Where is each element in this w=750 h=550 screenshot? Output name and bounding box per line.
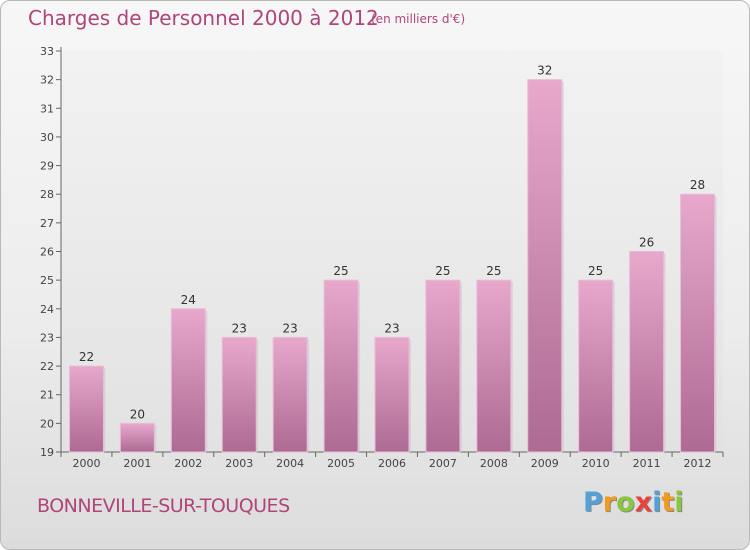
y-tick-label: 22 — [40, 360, 54, 373]
x-tick-label: 2010 — [582, 457, 610, 470]
bar — [680, 193, 716, 453]
chart-subtitle: (en milliers d'€) — [371, 12, 466, 26]
bar — [629, 251, 665, 453]
logo-letter: x — [634, 487, 653, 518]
x-tick-label: 2009 — [531, 457, 559, 470]
bar-value-label: 23 — [384, 321, 399, 335]
logo-letter: o — [616, 487, 635, 518]
x-tick-label: 2008 — [480, 457, 508, 470]
bar — [374, 336, 410, 453]
bar — [221, 336, 257, 453]
y-tick-label: 23 — [40, 331, 54, 344]
y-tick-label: 25 — [40, 274, 54, 287]
x-tick-label: 2004 — [276, 457, 304, 470]
y-tick-label: 30 — [40, 131, 54, 144]
bar-value-label: 23 — [232, 321, 247, 335]
bar — [476, 279, 512, 453]
bar — [119, 422, 155, 453]
y-tick-label: 19 — [40, 446, 54, 459]
proxiti-logo: Proxiti — [583, 487, 684, 518]
bar — [170, 308, 206, 453]
bar — [323, 279, 359, 453]
bar — [272, 336, 308, 453]
bar — [578, 279, 614, 453]
x-tick-label: 2001 — [123, 457, 151, 470]
logo-letter: t — [661, 487, 675, 518]
x-tick-label: 2005 — [327, 457, 355, 470]
bar-value-label: 32 — [537, 64, 552, 78]
y-tick-label: 28 — [40, 188, 54, 201]
x-tick-label: 2012 — [684, 457, 712, 470]
y-tick-label: 32 — [40, 74, 54, 87]
y-tick-label: 31 — [40, 102, 54, 115]
x-tick-label: 2002 — [174, 457, 202, 470]
y-tick-label: 29 — [40, 160, 54, 173]
bar-value-label: 28 — [690, 178, 705, 192]
bar-value-label: 20 — [130, 407, 145, 421]
bar-value-label: 25 — [588, 264, 603, 278]
y-tick-label: 21 — [40, 389, 54, 402]
x-tick-label: 2007 — [429, 457, 457, 470]
x-tick-label: 2006 — [378, 457, 406, 470]
logo-letter: P — [583, 487, 603, 518]
y-tick-label: 20 — [40, 417, 54, 430]
bar-value-label: 25 — [435, 264, 450, 278]
logo-letter: r — [602, 487, 617, 518]
y-tick-label: 26 — [40, 246, 54, 259]
x-tick-label: 2011 — [633, 457, 661, 470]
city-name: BONNEVILLE-SUR-TOUQUES — [37, 495, 290, 517]
chart-title: Charges de Personnel 2000 à 2012 — [28, 6, 379, 30]
bar-value-label: 25 — [333, 264, 348, 278]
logo-letter: i — [652, 487, 662, 518]
logo-letter: i — [674, 487, 684, 518]
bar-value-label: 26 — [639, 236, 654, 250]
bar-value-label: 22 — [79, 350, 94, 364]
y-tick-label: 33 — [40, 45, 54, 58]
bar-value-label: 25 — [486, 264, 501, 278]
bar — [425, 279, 461, 453]
bar-value-label: 24 — [181, 293, 196, 307]
bar-value-label: 23 — [283, 321, 298, 335]
bar — [527, 79, 563, 453]
x-tick-label: 2003 — [225, 457, 253, 470]
y-tick-label: 27 — [40, 217, 54, 230]
bar — [68, 365, 104, 453]
y-tick-label: 24 — [40, 303, 54, 316]
x-tick-label: 2000 — [72, 457, 100, 470]
